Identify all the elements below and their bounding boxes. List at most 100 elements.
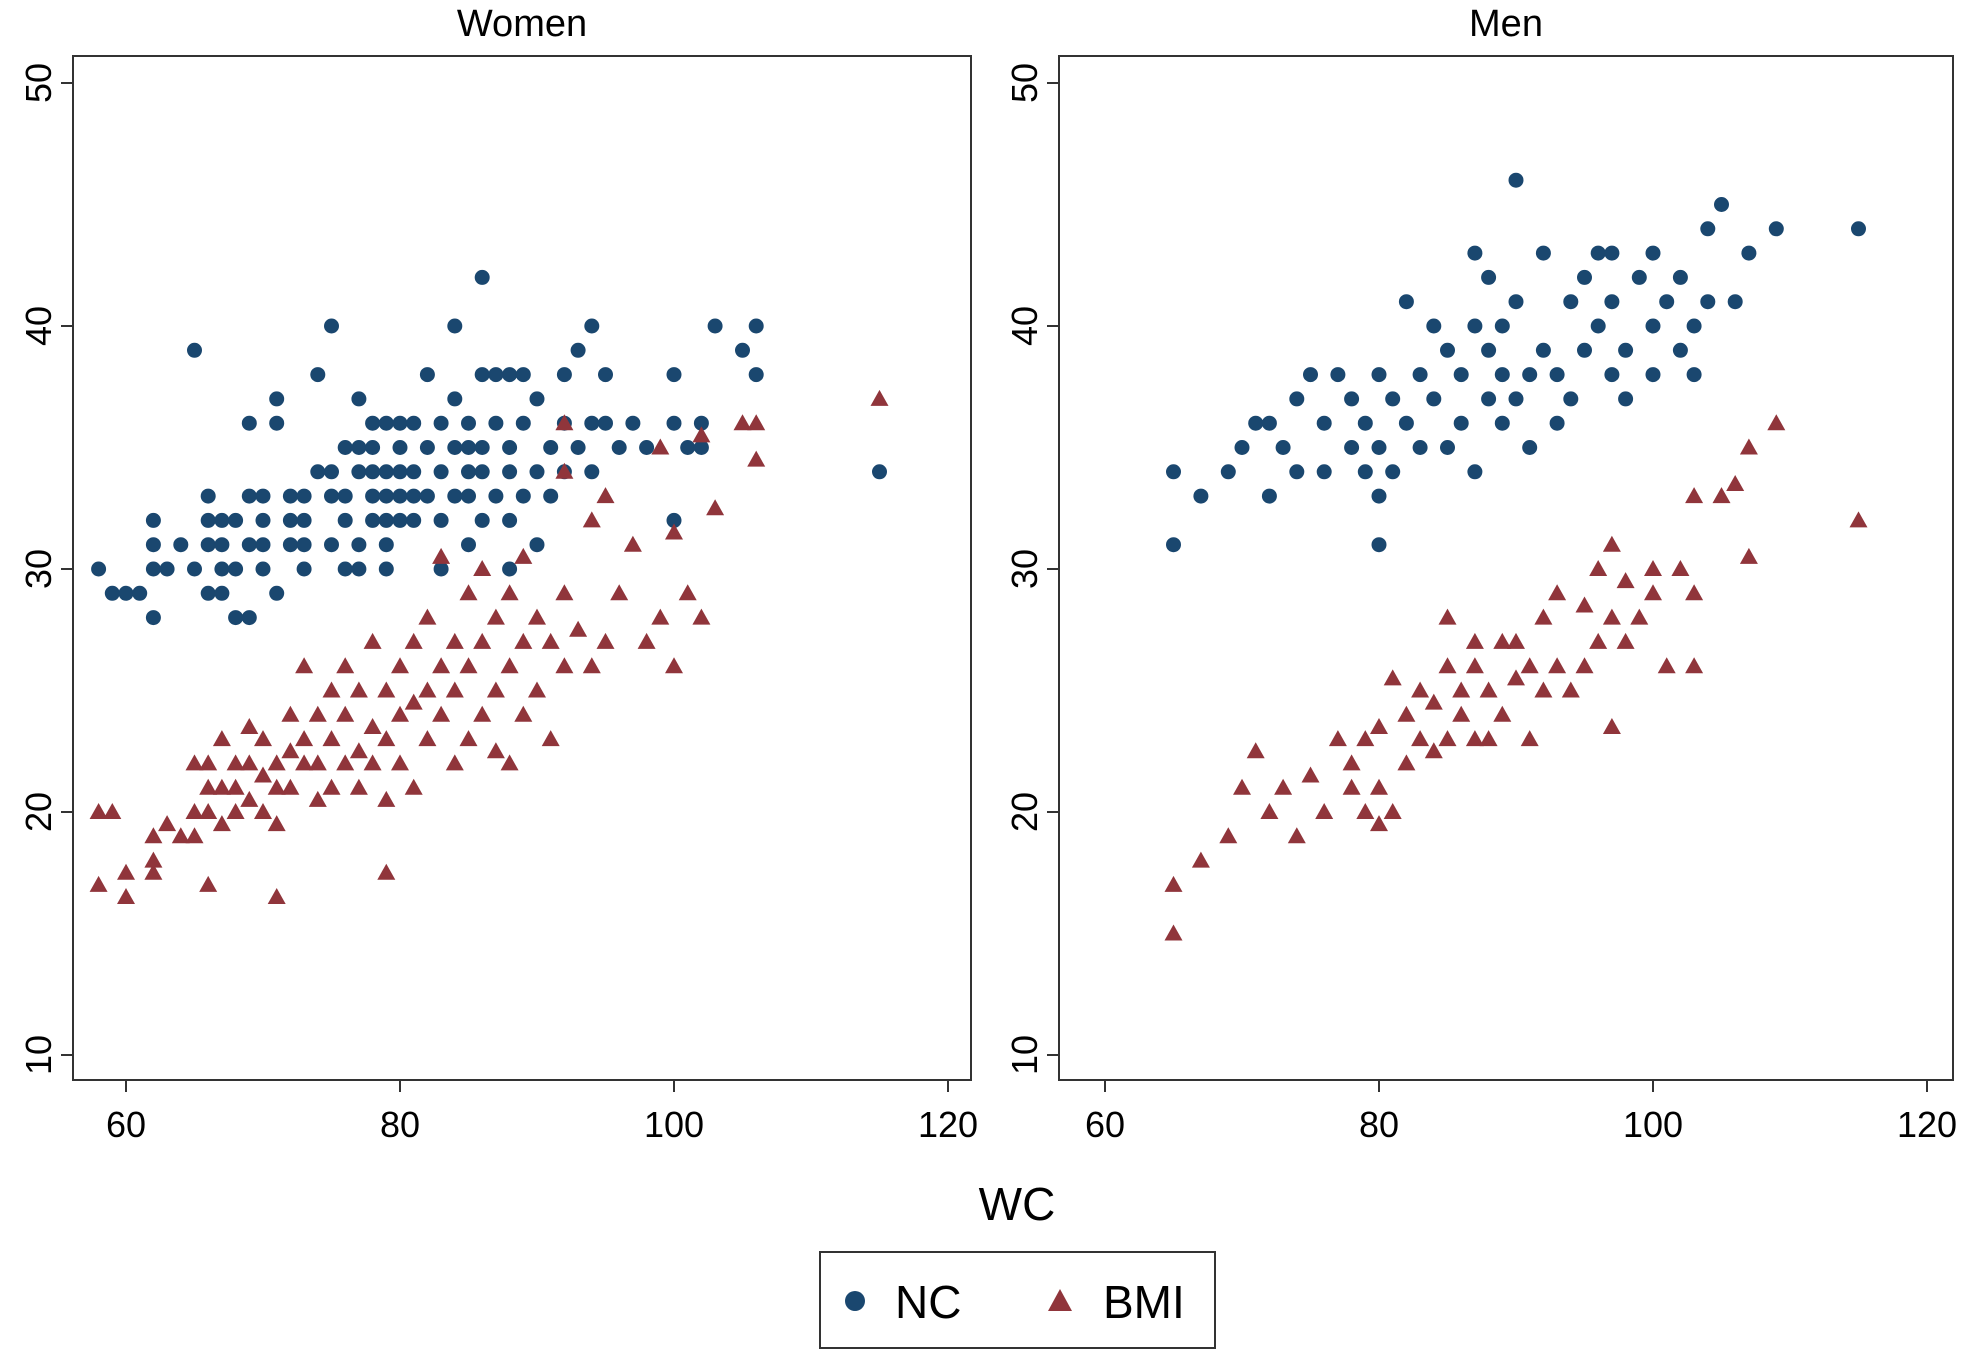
bmi-point [363,632,382,649]
bmi-point [486,681,505,698]
bmi-point [1849,511,1868,528]
bmi-point [1479,730,1498,747]
bmi-point [1685,487,1704,504]
bmi-point [226,754,245,771]
nc-point [461,488,476,504]
bmi-point [281,705,300,722]
nc-point [488,367,504,383]
bmi-point [226,778,245,795]
bmi-point [1589,560,1608,576]
bmi-point [404,693,423,710]
bmi-point [336,657,355,674]
nc-point [1508,294,1524,310]
bmi-point [1315,803,1334,819]
bmi-point [212,815,231,832]
nc-point [1412,440,1428,455]
nc-point [282,537,298,553]
bmi-point [528,681,546,698]
nc-point [1440,342,1455,358]
nc-point [419,367,435,383]
nc-point [1577,269,1592,285]
nc-point [1467,318,1483,334]
bmi-point [267,888,286,905]
bmi-point [1712,487,1731,504]
bmi-point [144,851,163,868]
nc-point [1604,294,1620,310]
nc-point [406,488,422,504]
nc-point [666,415,682,431]
nc-point [200,512,216,528]
nc-point [392,464,408,480]
nc-point [1522,440,1538,455]
nc-point [1618,342,1634,358]
nc-point [351,440,367,455]
bmi-point [1246,742,1265,759]
panel-title: Men [1469,3,1543,45]
y-tick-label: 20 [1004,792,1045,832]
nc-point [378,561,394,577]
bmi-point [322,778,341,795]
nc-point [159,561,175,577]
nc-point [1453,415,1469,431]
bmi-point [1534,681,1553,698]
bmi-point [1602,535,1621,552]
bmi-point [1520,657,1539,674]
y-tick-label: 10 [1004,1035,1045,1075]
legend-box [819,1251,1216,1349]
bmi-point [1438,657,1457,674]
nc-point [1289,464,1305,480]
nc-point [1344,440,1360,455]
nc-point [1330,367,1346,383]
nc-point [474,269,490,285]
nc-point [378,464,394,480]
nc-point [378,512,394,528]
nc-point [748,318,764,334]
nc-point [255,537,271,553]
bmi-point [391,657,409,674]
nc-point [365,415,381,431]
nc-point [351,391,367,407]
y-tick-label: 50 [18,63,59,103]
nc-point [748,367,764,383]
nc-point [1768,221,1784,237]
bmi-point [1602,608,1621,625]
nc-point [1398,294,1414,310]
bmi-point [1575,657,1594,674]
bmi-point [418,608,437,625]
nc-point [241,488,257,504]
nc-point [1371,440,1387,455]
bmi-point [1616,572,1635,589]
bmi-point [295,754,314,771]
bmi-point [459,584,478,601]
bmi-point [1465,632,1484,649]
x-tick-label: 60 [1085,1104,1125,1145]
nc-point [515,415,531,431]
bmi-point [308,705,327,722]
bmi-point [349,742,368,759]
nc-point [200,488,216,504]
bmi-point [1479,681,1498,698]
bmi-point [1191,851,1210,868]
bmi-point [541,730,560,747]
nc-point [118,585,134,601]
bmi-point [377,790,396,807]
y-tick-label: 30 [1004,549,1045,589]
bmi-point [418,681,437,698]
x-axis-label: WC [979,1178,1056,1230]
bmi-point [212,778,231,795]
bmi-point [1548,584,1567,601]
bmi-point [1671,560,1690,576]
bmi-point [1685,584,1704,601]
bmi-point [1370,717,1388,734]
bmi-point [1507,632,1525,649]
bmi-point [582,657,601,674]
bmi-point [199,778,218,795]
nc-point [104,585,120,601]
nc-point [1535,342,1551,358]
nc-point [488,415,504,431]
bmi-point [322,681,341,698]
x-tick-label: 120 [1897,1104,1957,1145]
bmi-point [89,803,108,819]
bmi-point [336,705,355,722]
nc-point [200,585,216,601]
